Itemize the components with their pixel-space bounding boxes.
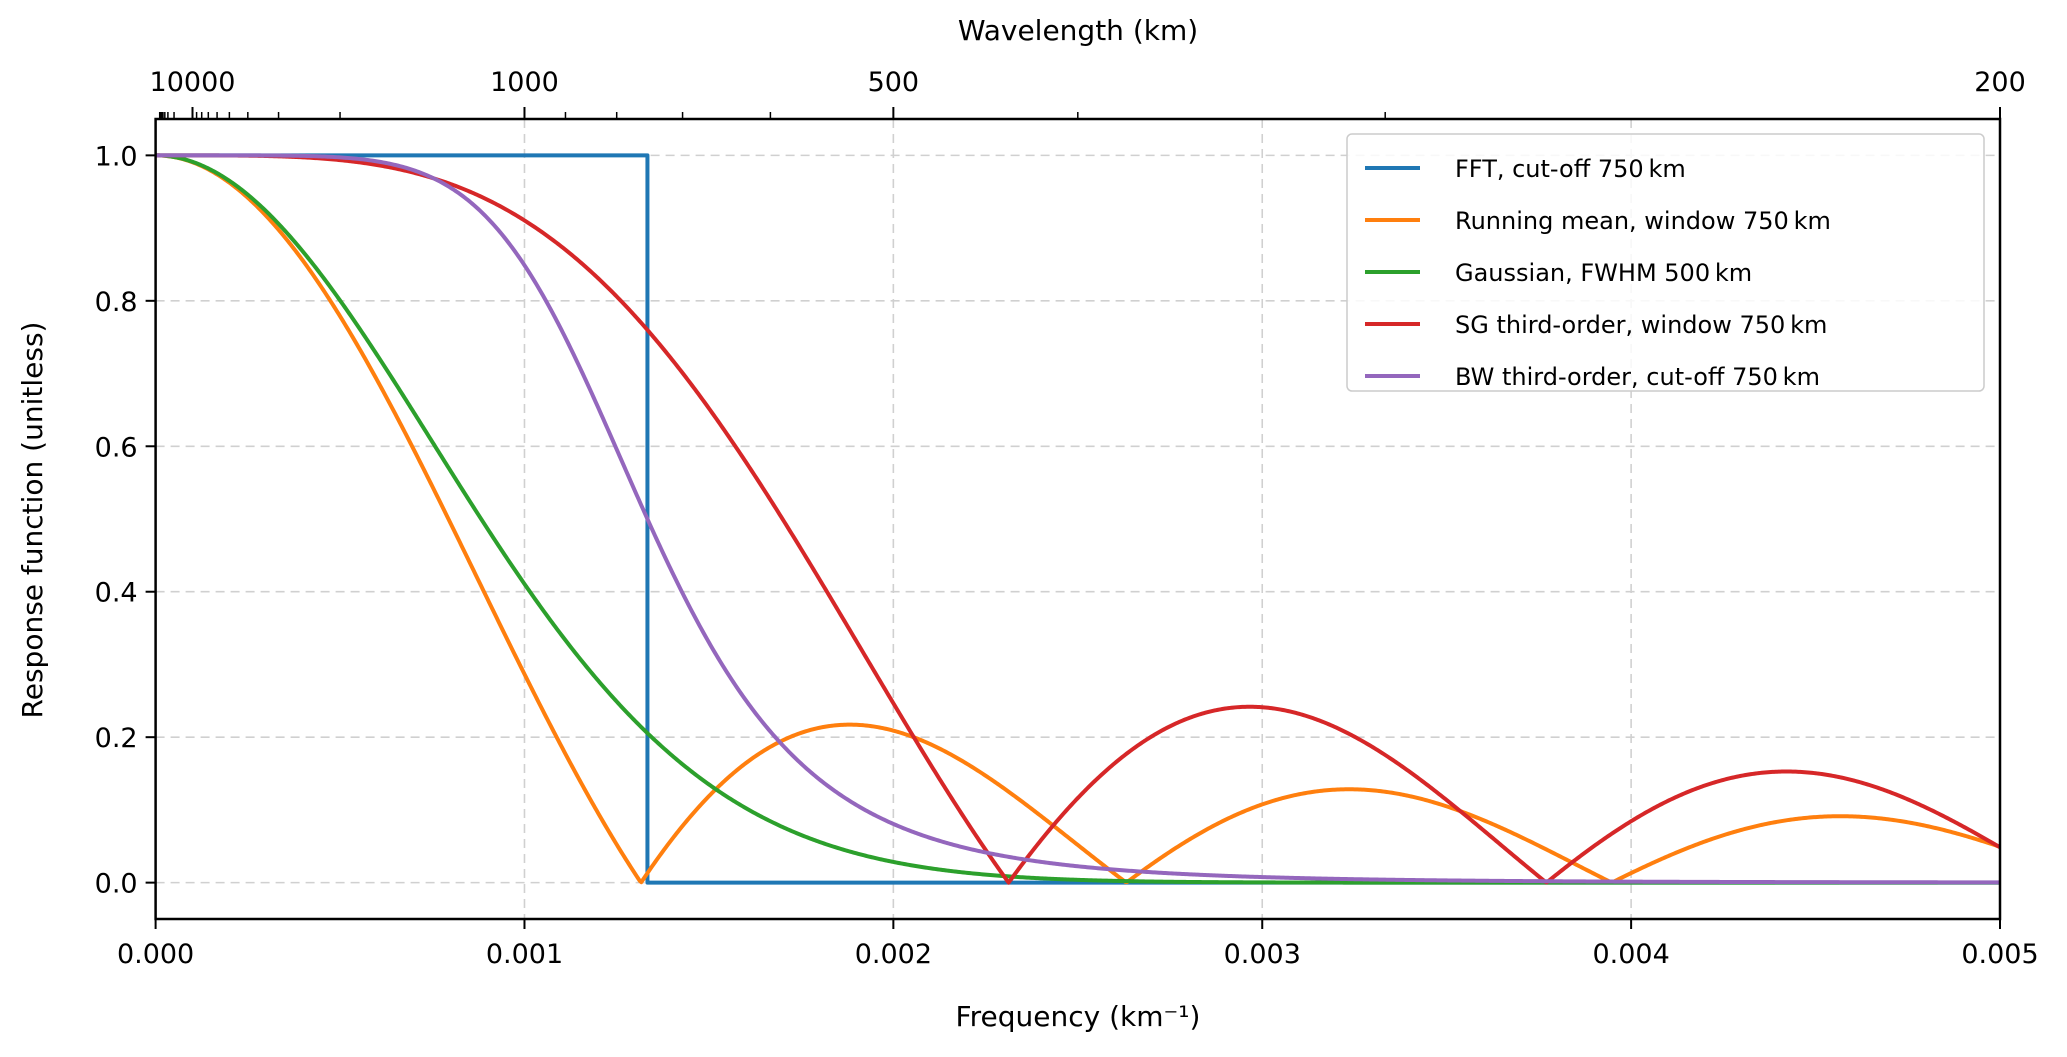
x-tick-label: 0.005 <box>1961 939 2038 970</box>
series-line-running-mean <box>155 153 2001 885</box>
y-tick-label: 0.2 <box>95 723 138 754</box>
legend-label-savitzky-golay-3: SG third-order, window 750 km <box>1455 311 1827 339</box>
top-tick-label: 1000 <box>490 67 559 98</box>
top-tick-label: 200 <box>1974 67 2026 98</box>
y-tick-label: 1.0 <box>95 141 138 172</box>
x-tick-label: 0.004 <box>1592 939 1669 970</box>
x-tick-label: 0.003 <box>1224 939 1301 970</box>
y-axis-ticks: 0.0 0.2 0.4 0.6 0.8 1.0 <box>95 141 156 900</box>
top-axis-ticks: 10000 1000 500 200 <box>150 67 2026 119</box>
y-tick-label: 0.0 <box>95 869 138 900</box>
legend: FFT, cut-off 750 km Running mean, window … <box>1346 133 1985 392</box>
legend-label-butterworth-3: BW third-order, cut-off 750 km <box>1455 363 1820 391</box>
series-line-butterworth-3 <box>155 153 2001 885</box>
legend-label-gaussian: Gaussian, FWHM 500 km <box>1455 259 1752 287</box>
y-tick-label: 0.4 <box>95 578 138 609</box>
x-tick-label: 0.001 <box>486 939 563 970</box>
y-tick-label: 0.8 <box>95 287 138 318</box>
top-tick-label: 10000 <box>150 67 236 98</box>
y-tick-label: 0.6 <box>95 432 138 463</box>
x-axis-label: Frequency (km⁻¹) <box>956 1000 1201 1033</box>
legend-label-fft: FFT, cut-off 750 km <box>1455 155 1686 183</box>
grid <box>154 119 2001 919</box>
legend-box <box>1346 133 1985 392</box>
curves <box>155 153 2002 885</box>
y-axis-label: Response function (unitless) <box>16 322 49 719</box>
x-tick-label: 0.002 <box>855 939 932 970</box>
x-axis-ticks: 0.000 0.001 0.002 0.003 0.004 0.005 <box>117 919 2039 970</box>
legend-label-running-mean: Running mean, window 750 km <box>1455 207 1831 235</box>
top-axis-label: Wavelength (km) <box>958 14 1198 47</box>
series-line-savitzky-golay-3 <box>155 153 2002 885</box>
x-tick-label: 0.000 <box>117 939 194 970</box>
top-tick-label: 500 <box>868 67 920 98</box>
